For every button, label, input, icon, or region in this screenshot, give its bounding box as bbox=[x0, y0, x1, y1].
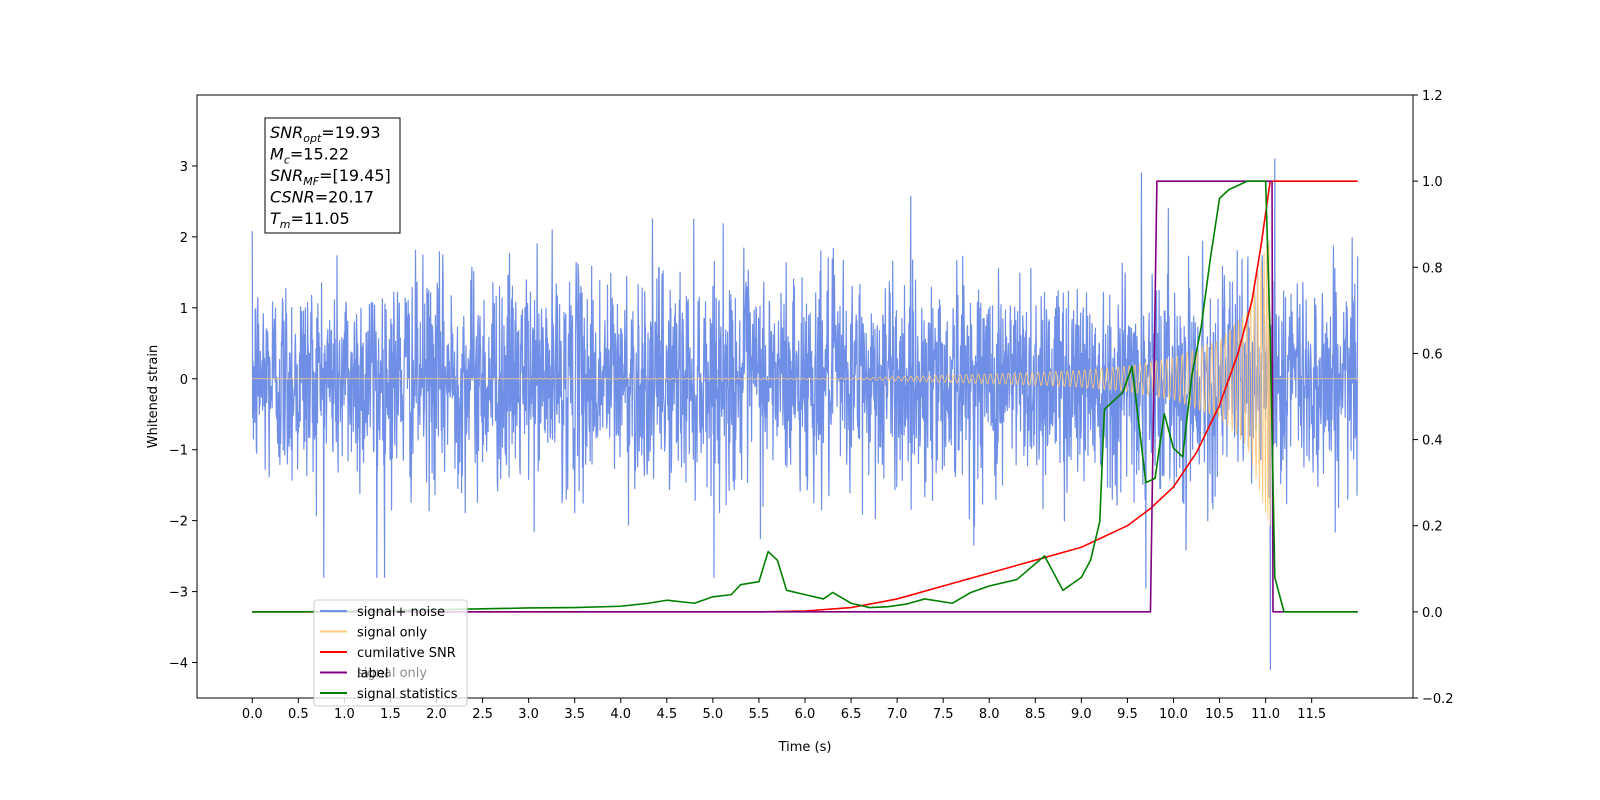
legend-label: signal only bbox=[357, 626, 427, 641]
x-tick-label: 11.0 bbox=[1251, 707, 1280, 722]
annotation-line: Tm=11.05 bbox=[270, 209, 350, 231]
x-tick-label: 1.0 bbox=[334, 707, 355, 722]
x-tick-label: 0.5 bbox=[288, 707, 309, 722]
legend-label: cumilative SNR bbox=[357, 646, 456, 661]
y-tick-label: 3 bbox=[180, 160, 188, 175]
x-axis: 0.0 0.5 1.0 1.5 2.0 2.5 3.0 3.5 4.0 4.5 5.0 5.5 6.0 6… bbox=[242, 698, 1326, 722]
annotation-frame bbox=[264, 117, 401, 234]
y-tick-label: 2 bbox=[180, 231, 188, 246]
y-axis-left: −4 −3 −2 −1 0 1 2 3 bbox=[169, 160, 197, 672]
y-tick-label: 0 bbox=[180, 373, 188, 388]
y-tick-label: −4 bbox=[169, 657, 188, 672]
series-line-1 bbox=[252, 240, 1358, 527]
x-axis-label: Time (s) bbox=[778, 740, 832, 755]
series-line-0 bbox=[251, 158, 1359, 671]
x-tick-label: 4.5 bbox=[656, 707, 677, 722]
legend: signal only signal+ noise signal only cumil… bbox=[313, 599, 468, 707]
x-tick-label: 4.0 bbox=[610, 707, 631, 722]
y2-tick-label: 0.4 bbox=[1422, 434, 1443, 449]
y2-tick-label: 0.6 bbox=[1422, 347, 1443, 362]
x-tick-label: 8.5 bbox=[1025, 707, 1046, 722]
x-tick-label: 6.5 bbox=[841, 707, 862, 722]
y-tick-label: −2 bbox=[169, 515, 188, 530]
x-tick-label: 6.0 bbox=[795, 707, 816, 722]
x-tick-label: 3.0 bbox=[518, 707, 539, 722]
y2-tick-label: −0.2 bbox=[1422, 692, 1454, 707]
plot-content bbox=[251, 158, 1359, 671]
x-tick-label: 0.0 bbox=[242, 707, 263, 722]
x-tick-label: 10.5 bbox=[1205, 707, 1234, 722]
x-tick-label: 9.0 bbox=[1071, 707, 1092, 722]
annotation-line: Mc=15.22 bbox=[270, 145, 349, 167]
y2-tick-label: 0.2 bbox=[1422, 520, 1443, 535]
y-axis-label: Whitened strain bbox=[146, 345, 161, 448]
y2-tick-label: 0.0 bbox=[1422, 606, 1443, 621]
x-tick-label: 2.5 bbox=[472, 707, 493, 722]
legend-label: signal+ noise bbox=[357, 605, 445, 620]
x-tick-label: 1.5 bbox=[380, 707, 401, 722]
legend-ghost-label: signal only bbox=[357, 666, 427, 681]
x-tick-label: 11.5 bbox=[1297, 707, 1326, 722]
legend-label: label bbox=[357, 667, 388, 682]
x-tick-label: 7.5 bbox=[933, 707, 954, 722]
legend-label: signal statistics bbox=[357, 687, 458, 702]
y-tick-label: −1 bbox=[169, 444, 188, 459]
y2-tick-label: 0.8 bbox=[1422, 261, 1443, 276]
x-tick-label: 2.0 bbox=[426, 707, 447, 722]
y2-tick-label: 1.0 bbox=[1422, 175, 1443, 190]
x-tick-label: 5.0 bbox=[703, 707, 724, 722]
x-tick-label: 8.0 bbox=[979, 707, 1000, 722]
x-tick-label: 10.0 bbox=[1159, 707, 1188, 722]
x-tick-label: 9.5 bbox=[1117, 707, 1138, 722]
annotation-box: SNRopt=19.93Mc=15.22SNRMF=[19.45]CSNR=20… bbox=[264, 117, 401, 234]
y-axis-right: −0.2 0.0 0.2 0.4 0.6 0.8 1.0 1.2 bbox=[1413, 89, 1454, 707]
series-line-4 bbox=[252, 180, 1358, 613]
x-tick-label: 3.5 bbox=[564, 707, 585, 722]
y-tick-label: 1 bbox=[180, 302, 188, 317]
x-tick-label: 7.0 bbox=[887, 707, 908, 722]
annotation-line: CSNR=20.17 bbox=[270, 188, 374, 207]
legend-frame bbox=[313, 599, 468, 707]
annotation-line: SNRMF=[19.45] bbox=[270, 166, 391, 188]
y-tick-label: −3 bbox=[169, 586, 188, 601]
annotation-line: SNRopt=19.93 bbox=[270, 123, 381, 145]
x-tick-label: 5.5 bbox=[749, 707, 770, 722]
y2-tick-label: 1.2 bbox=[1422, 89, 1443, 104]
